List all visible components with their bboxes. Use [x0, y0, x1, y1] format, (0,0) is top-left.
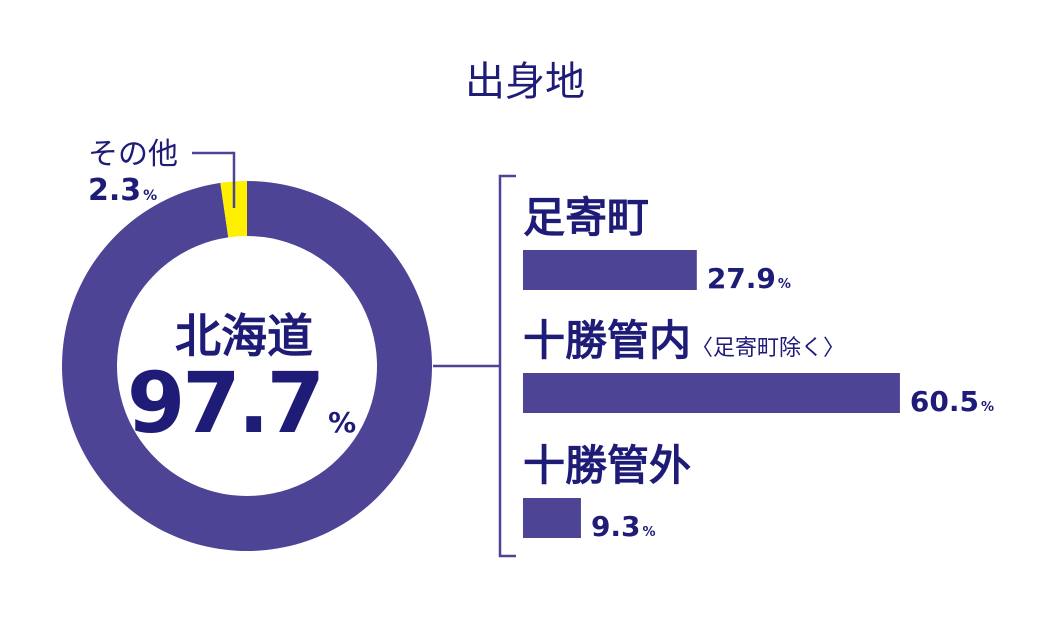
- bar-value-unit: %: [778, 277, 791, 292]
- bar-category-label: 十勝管内〈足寄町除く〉: [523, 316, 845, 365]
- bar-value-number: 27.9: [707, 262, 776, 295]
- bar: [523, 498, 581, 538]
- other-slice-unit: %: [143, 188, 157, 204]
- donut-slice-main: [62, 181, 433, 551]
- main-slice-value: 97.7%: [127, 354, 356, 452]
- bar-value-number: 60.5: [910, 385, 979, 418]
- bar: [523, 373, 900, 413]
- bar-value-number: 9.3: [591, 510, 641, 543]
- main-slice-value-number: 97.7: [127, 354, 322, 452]
- bar-category-label: 足寄町: [523, 193, 649, 242]
- bar-value-label: 27.9%: [707, 262, 791, 295]
- bar: [523, 250, 697, 290]
- bar-chart: 足寄町 27.9 % 十勝管内〈足寄町除く〉 60.5 % 十勝管外 9.3%: [523, 193, 994, 543]
- bar-value-label: 60.5%: [910, 385, 994, 418]
- donut-slice-other: [220, 181, 247, 238]
- other-leader-line: [192, 151, 236, 208]
- other-slice-label: その他: [88, 137, 178, 172]
- other-slice-value: 2.3%: [88, 173, 157, 208]
- bar-category-note: 〈足寄町除く〉: [691, 336, 845, 361]
- chart-title: 出身地: [465, 59, 585, 105]
- bar-value-unit: %: [981, 400, 994, 415]
- bar-value-label: 9.3%: [591, 510, 656, 543]
- other-slice-value-number: 2.3: [88, 173, 141, 208]
- main-slice-label: 北海道: [175, 309, 313, 363]
- bar-value-unit: %: [643, 525, 656, 540]
- bar-category-label: 十勝管外: [523, 441, 691, 490]
- main-slice-unit: %: [328, 406, 356, 439]
- donut-chart: [62, 181, 433, 551]
- bracket: [498, 174, 516, 558]
